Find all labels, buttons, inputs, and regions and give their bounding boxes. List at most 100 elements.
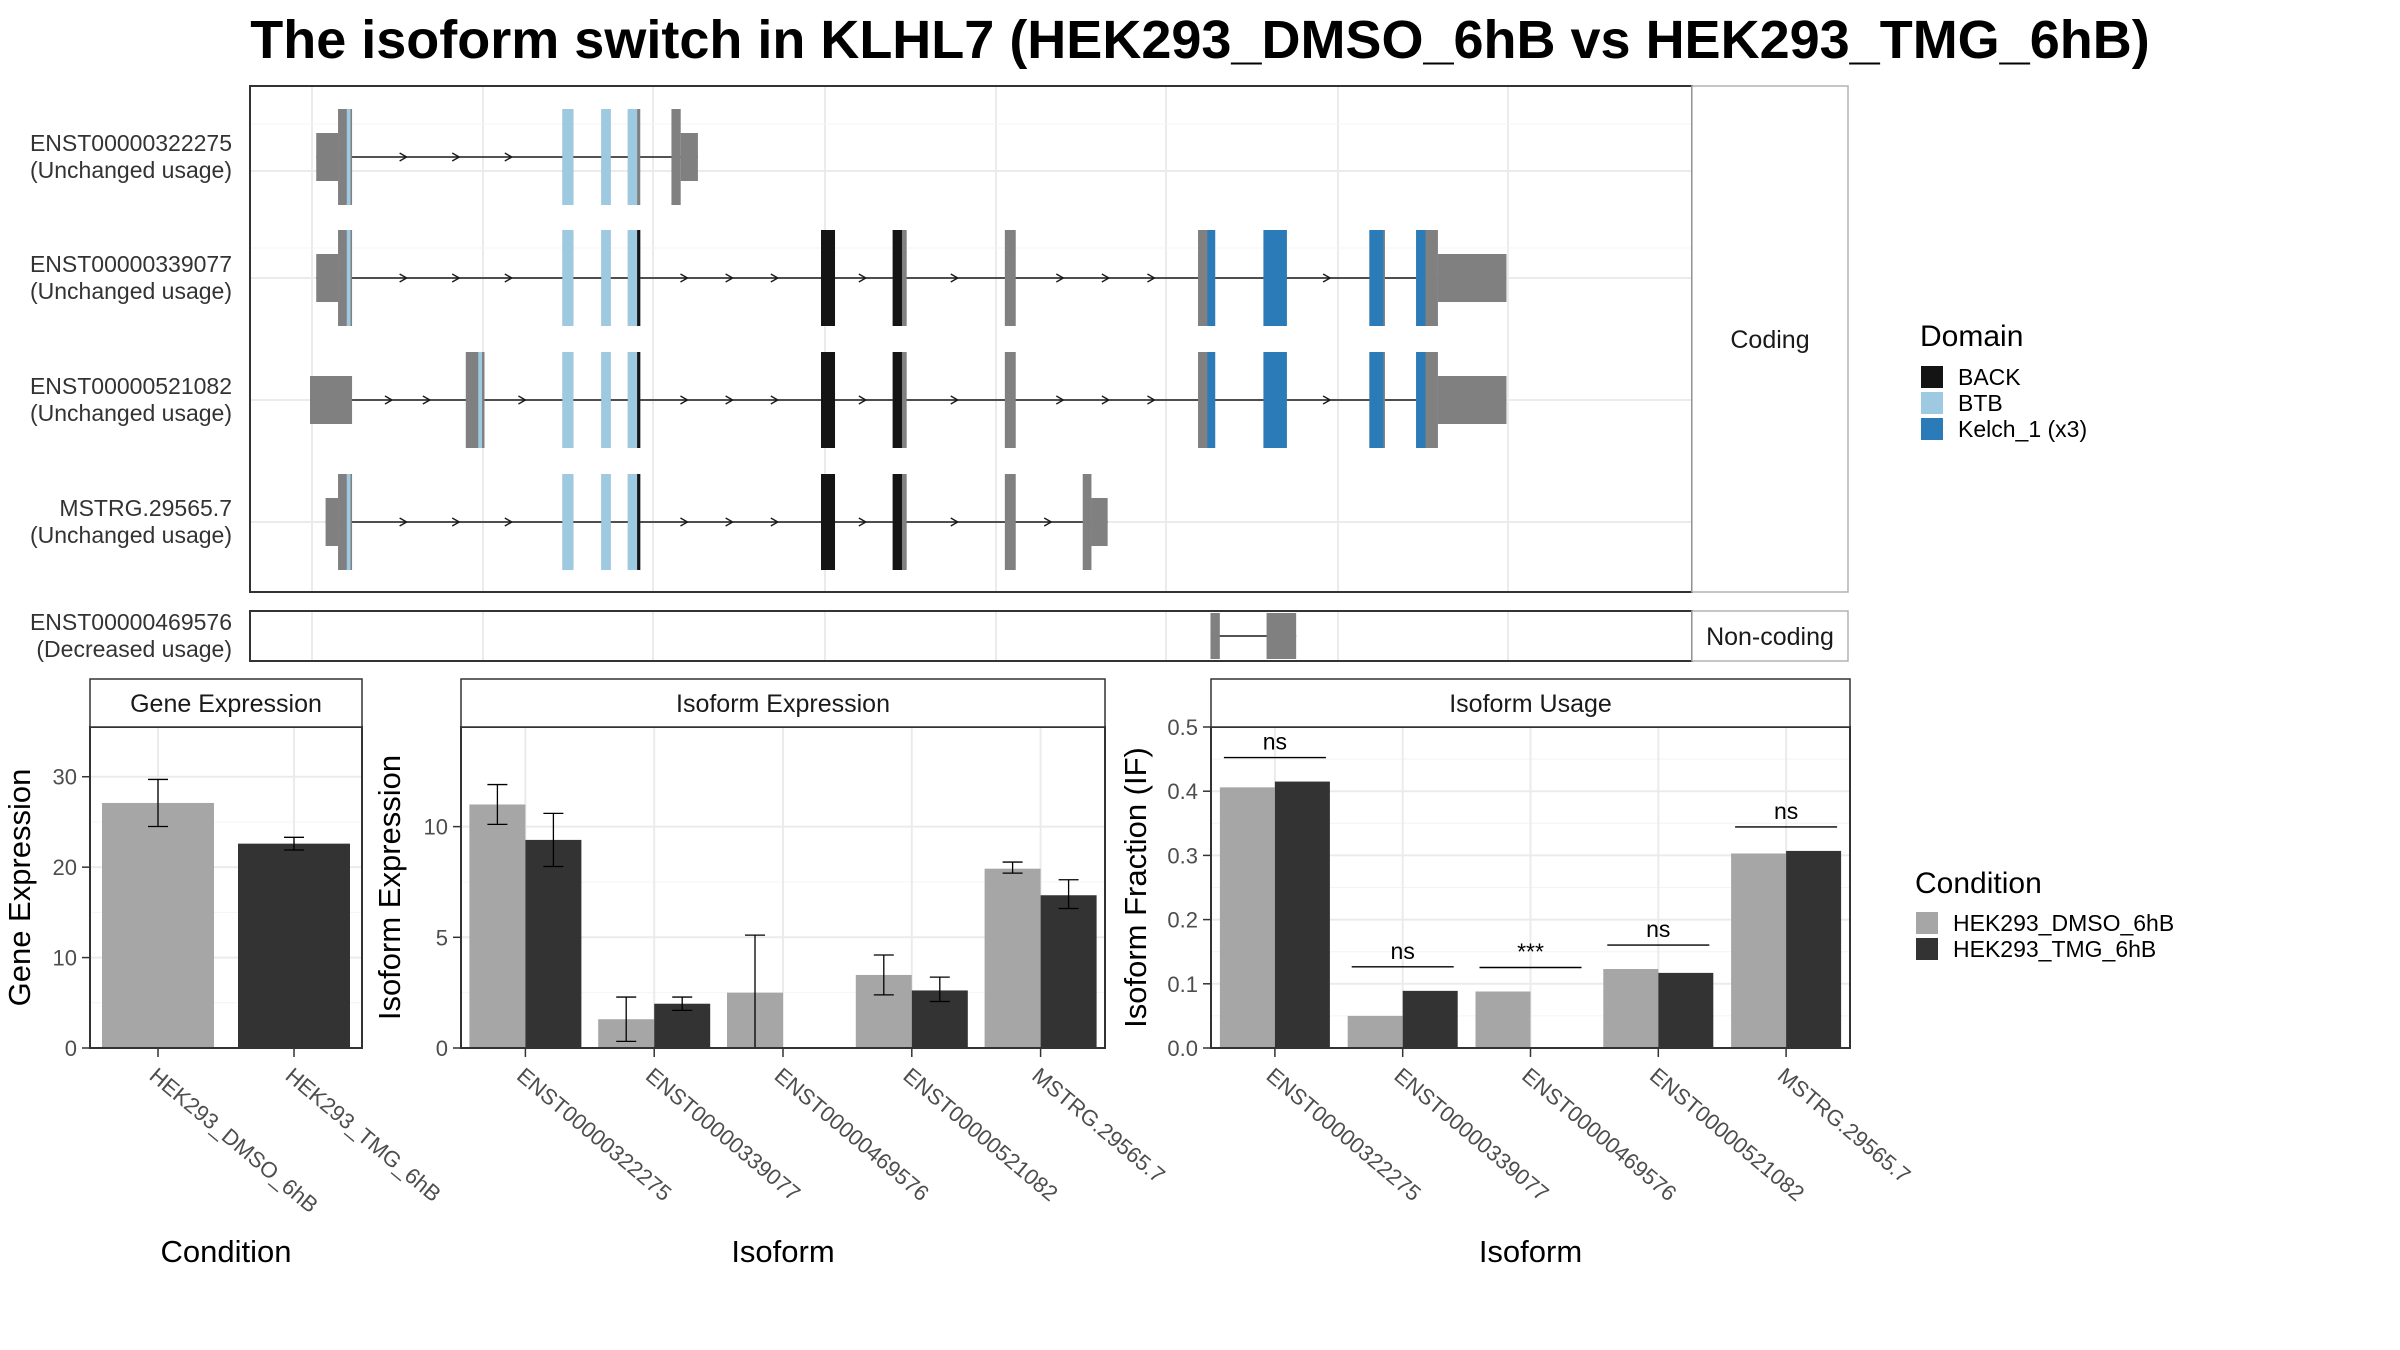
intron-arrow — [422, 395, 432, 405]
domain-back — [820, 352, 836, 448]
domain-kelch-1-x3- — [1369, 230, 1384, 326]
y-axis-title: Gene Expression — [2, 769, 37, 1007]
isoform-expression-panel: ENST00000322275ENST00000339077ENST000004… — [372, 678, 1170, 1269]
y-tick-label: 0.0 — [1167, 1036, 1198, 1061]
transcript-id-label: MSTRG.29565.7 — [59, 495, 232, 521]
domain-kelch-1-x3- — [1263, 230, 1287, 326]
bar — [1402, 990, 1458, 1048]
bar — [654, 1003, 711, 1048]
intron-arrow — [950, 395, 960, 405]
domain-legend-key — [1921, 392, 1943, 414]
domain-btb — [627, 474, 638, 570]
transcript-structure-panel: ENST00000322275(Unchanged usage)ENST0000… — [30, 85, 1849, 662]
x-axis-title: Condition — [161, 1234, 292, 1269]
domain-btb — [601, 109, 611, 205]
exon-utr — [310, 376, 353, 424]
transcript-ENST00000521082: ENST00000521082(Unchanged usage) — [30, 352, 1507, 448]
bar — [469, 804, 526, 1048]
transcript-usage-label: (Unchanged usage) — [30, 157, 232, 183]
intron-arrow — [1101, 395, 1111, 405]
strip — [1210, 678, 1851, 728]
x-axis-title: Isoform — [1479, 1234, 1582, 1269]
intron-arrow — [770, 273, 780, 283]
intron-arrow — [451, 517, 461, 527]
intron-arrow — [1055, 395, 1065, 405]
intron-arrow — [725, 517, 735, 527]
domain-legend-label: BTB — [1958, 390, 2003, 416]
y-tick-label: 10 — [424, 815, 448, 840]
y-tick-label: 0 — [65, 1036, 77, 1061]
exon — [1266, 613, 1297, 659]
bar — [1786, 850, 1842, 1048]
domain-kelch-1-x3- — [1263, 352, 1287, 448]
domain-btb — [562, 474, 574, 570]
exon — [1210, 613, 1220, 659]
intron-arrow — [950, 273, 960, 283]
exon-utr — [316, 133, 339, 181]
domain-btb — [346, 109, 351, 205]
bar — [1475, 991, 1531, 1048]
domain-kelch-1-x3- — [1207, 230, 1216, 326]
intron-arrow — [518, 395, 527, 405]
intron-arrow — [770, 395, 780, 405]
exon — [1004, 474, 1016, 570]
domain-btb — [601, 474, 611, 570]
domain-btb — [346, 230, 351, 326]
intron-arrow — [950, 517, 960, 527]
domain-kelch-1-x3- — [1416, 230, 1426, 326]
domain-back — [820, 474, 836, 570]
strip — [460, 678, 1106, 728]
intron-arrow — [504, 517, 514, 527]
strip — [89, 678, 363, 728]
domain-btb — [627, 109, 638, 205]
domain-btb — [601, 352, 611, 448]
intron-arrow — [680, 273, 689, 283]
domain-btb — [601, 230, 611, 326]
y-tick-label: 20 — [53, 855, 77, 880]
bar — [1040, 895, 1097, 1048]
x-tick-label: MSTRG.29565.7 — [1773, 1063, 1916, 1188]
y-tick-label: 30 — [53, 765, 77, 790]
bar — [1731, 853, 1787, 1048]
condition-legend-label: HEK293_DMSO_6hB — [1953, 910, 2174, 936]
y-tick-label: 0.3 — [1167, 843, 1198, 868]
transcript-MSTRG.29565.7: MSTRG.29565.7(Unchanged usage) — [30, 474, 1108, 570]
domain-btb — [478, 352, 482, 448]
bar — [1658, 972, 1714, 1048]
domain-btb — [346, 474, 351, 570]
coding-strip — [1691, 85, 1849, 593]
isoform-usage-panel: nsENST00000322275nsENST00000339077***ENS… — [1118, 678, 1916, 1269]
noncoding-strip — [1691, 610, 1849, 662]
condition-legend-key — [1916, 938, 1938, 960]
bar — [102, 802, 214, 1048]
significance-label: ns — [1391, 938, 1415, 964]
figure-title: The isoform switch in KLHL7 (HEK293_DMSO… — [250, 10, 2149, 70]
intron-arrow — [680, 517, 689, 527]
domain-legend-label: BACK — [1958, 364, 2021, 390]
x-axis-title: Isoform — [731, 1234, 834, 1269]
domain-kelch-1-x3- — [1207, 352, 1216, 448]
domain-legend-title: Domain — [1920, 320, 2023, 353]
domain-legend-key — [1921, 418, 1943, 440]
noncoding-panel-background — [250, 611, 1692, 661]
intron-arrow — [451, 273, 461, 283]
exon-utr — [325, 498, 339, 546]
intron-arrow — [384, 395, 394, 405]
bar — [1219, 787, 1275, 1048]
exon — [1004, 230, 1016, 326]
domain-back — [637, 352, 641, 448]
intron-arrow — [725, 395, 735, 405]
exon-utr — [680, 133, 698, 181]
x-tick-label: MSTRG.29565.7 — [1027, 1063, 1170, 1188]
domain-back — [892, 230, 903, 326]
domain-back — [892, 474, 903, 570]
condition-legend-key — [1916, 912, 1938, 934]
transcript-ENST00000339077: ENST00000339077(Unchanged usage) — [30, 230, 1507, 326]
coding-panel-background — [250, 86, 1692, 592]
significance-label: *** — [1517, 939, 1544, 965]
domain-btb — [627, 352, 638, 448]
domain-back — [820, 230, 836, 326]
domain-back — [892, 352, 903, 448]
intron-arrow — [770, 517, 780, 527]
